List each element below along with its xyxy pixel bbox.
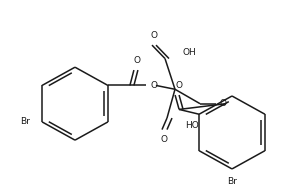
Text: Br: Br	[20, 117, 30, 126]
Text: O: O	[220, 99, 227, 108]
Text: HO: HO	[185, 121, 199, 130]
Text: O: O	[161, 135, 168, 144]
Text: Br: Br	[227, 177, 237, 186]
Text: O: O	[175, 81, 182, 90]
Text: O: O	[151, 81, 158, 90]
Text: O: O	[133, 56, 141, 65]
Text: O: O	[150, 31, 157, 40]
Text: OH: OH	[183, 48, 197, 57]
